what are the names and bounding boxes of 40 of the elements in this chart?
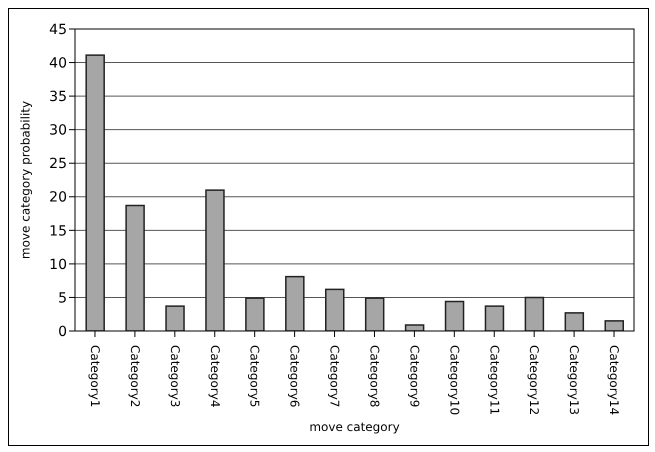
y-tick-label: 10	[49, 256, 67, 273]
x-tick-label: Category10	[447, 345, 462, 416]
bar	[484, 305, 504, 331]
x-tick-label: Category14	[607, 345, 622, 416]
y-tick-label: 30	[49, 122, 67, 139]
y-tick-label: 45	[49, 22, 67, 38]
y-tick-label: 5	[58, 290, 67, 306]
y-tick-label: 15	[49, 223, 67, 240]
bar	[444, 300, 464, 331]
x-tick-label: Category1	[88, 345, 102, 408]
x-axis-title: move category	[309, 420, 400, 434]
x-tick-label: Category13	[567, 345, 582, 416]
bar	[125, 204, 145, 331]
y-axis-title: move category probability	[18, 100, 32, 260]
y-tick-label: 0	[58, 324, 67, 340]
bar	[85, 54, 105, 331]
x-tick-label: Category12	[527, 345, 542, 416]
bar	[404, 324, 424, 331]
x-tick-label: Category3	[168, 345, 182, 408]
bar	[364, 297, 384, 331]
y-tick-label: 35	[49, 89, 67, 106]
bar	[205, 189, 225, 331]
y-tick-label: 25	[49, 156, 67, 172]
x-tick-label: Category8	[367, 345, 382, 408]
bar	[604, 320, 624, 331]
x-tick-label: Category6	[288, 345, 302, 408]
bar	[325, 288, 344, 331]
x-tick-label: Category5	[248, 345, 262, 408]
bar	[524, 296, 544, 331]
x-tick-label: Category7	[328, 345, 342, 408]
y-tick-label: 20	[49, 190, 67, 206]
x-tick-label: Category9	[407, 345, 422, 408]
bar	[245, 297, 265, 331]
bar	[165, 305, 185, 331]
bar	[285, 276, 305, 331]
bar	[564, 312, 584, 331]
x-tick-label: Category2	[128, 345, 142, 408]
x-tick-label: Category11	[487, 345, 502, 416]
x-tick-label: Category4	[208, 345, 222, 408]
y-tick-label: 40	[49, 56, 67, 72]
